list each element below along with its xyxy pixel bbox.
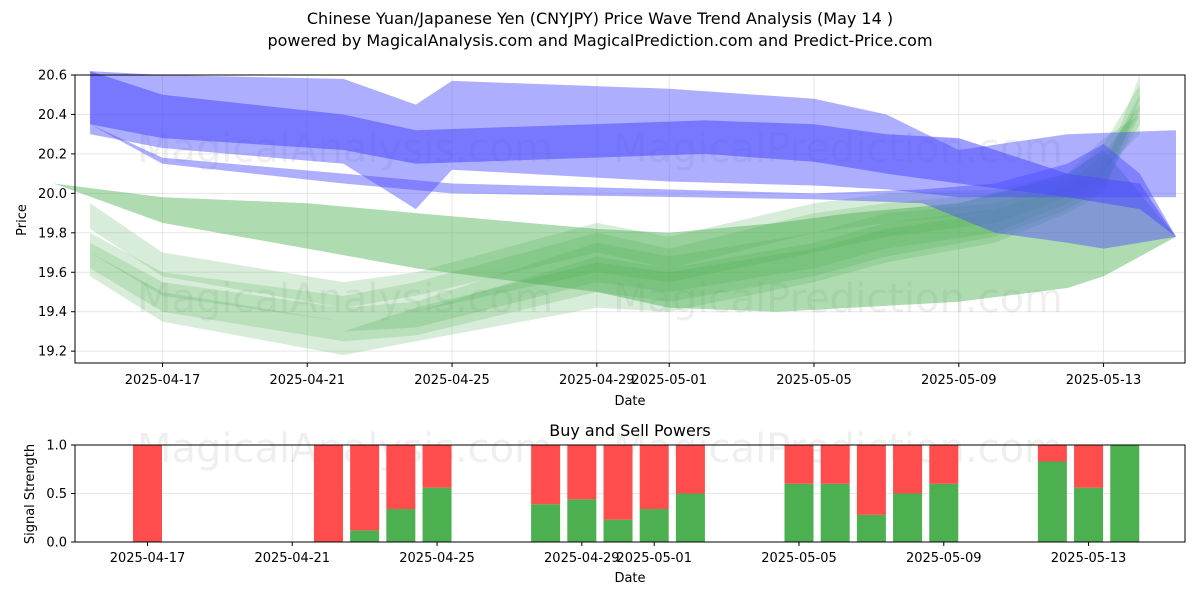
price-x-tick-label: 2025-04-21 (269, 373, 345, 388)
signal-y-tick-label: 1.0 (46, 439, 67, 454)
buy-bar (675, 493, 705, 542)
price-y-tick-label: 20.0 (38, 187, 67, 202)
buy-bar (820, 483, 850, 542)
green-wave-band (90, 75, 1140, 356)
buy-bar (567, 499, 597, 542)
sell-bar (639, 445, 669, 510)
green-wave-band (90, 104, 1140, 332)
price-y-tick-label: 20.6 (38, 69, 67, 84)
price-y-axis-label: Price (15, 204, 30, 236)
watermark-text: MagicalAnalysis.com (137, 276, 553, 322)
sell-bar (531, 445, 561, 505)
sell-bar (1074, 445, 1104, 488)
signal-y-tick-label: 0.0 (46, 536, 67, 551)
signal-x-tick-label: 2025-05-09 (906, 551, 982, 566)
price-x-tick-label: 2025-04-25 (414, 373, 490, 388)
sell-bar (856, 445, 886, 515)
sell-bar (313, 445, 343, 542)
signal-y-tick-label: 0.5 (46, 487, 67, 502)
sell-bar (1037, 445, 1067, 462)
sell-bar (132, 445, 162, 542)
green-wave-band (90, 84, 1140, 322)
buy-bar (422, 487, 452, 542)
signal-plot (132, 445, 1140, 542)
price-x-tick-label: 2025-05-09 (921, 373, 997, 388)
signal-x-tick-label: 2025-05-05 (761, 551, 837, 566)
chart-title: Chinese Yuan/Japanese Yen (CNYJPY) Price… (306, 9, 894, 28)
signal-x-tick-label: 2025-04-29 (544, 551, 620, 566)
sell-bar (820, 445, 850, 484)
price-y-tick-label: 19.6 (38, 266, 67, 281)
price-plot (53, 71, 1177, 356)
buy-bar (1074, 487, 1104, 542)
price-y-tick-label: 20.2 (38, 147, 67, 162)
sell-bar (893, 445, 923, 494)
signal-y-axis-label: Signal Strength (23, 444, 38, 544)
sell-bar (675, 445, 705, 494)
buy-bar (531, 504, 561, 542)
sell-bar (567, 445, 597, 500)
sell-bar (784, 445, 814, 484)
signal-x-tick-label: 2025-05-13 (1051, 551, 1127, 566)
buy-bar (1110, 445, 1140, 542)
price-ticks: 2025-04-17 2025-04-21 2025-04-25 2025-04-29… (38, 69, 1141, 389)
signal-chart-title: Buy and Sell Powers (549, 421, 711, 440)
green-wave-band (53, 150, 1176, 312)
price-x-tick-label: 2025-05-13 (1066, 373, 1142, 388)
sell-bar (350, 445, 380, 531)
sell-bar (422, 445, 452, 488)
buy-bar (639, 509, 669, 542)
buy-bar (856, 514, 886, 542)
buy-bar (386, 509, 416, 542)
signal-x-axis-label: Date (614, 571, 645, 586)
signal-x-tick-label: 2025-05-01 (616, 551, 692, 566)
signal-x-tick-label: 2025-04-17 (110, 551, 186, 566)
signal-x-tick-label: 2025-04-21 (254, 551, 330, 566)
buy-bar (1037, 461, 1067, 542)
price-x-tick-label: 2025-04-29 (559, 373, 635, 388)
sell-bar (929, 445, 959, 484)
signal-ticks: 2025-04-17 2025-04-21 2025-04-25 2025-04-29… (46, 439, 1126, 567)
signal-x-tick-label: 2025-04-25 (399, 551, 475, 566)
buy-bar (893, 493, 923, 542)
buy-bar (929, 483, 959, 542)
price-x-tick-label: 2025-04-17 (125, 373, 201, 388)
chart-subtitle: powered by MagicalAnalysis.com and Magic… (267, 31, 933, 50)
green-wave-band (90, 94, 1140, 342)
price-x-tick-label: 2025-05-01 (631, 373, 707, 388)
watermark-text: MagicalAnalysis.com (137, 426, 553, 472)
buy-bar (350, 530, 380, 542)
price-y-tick-label: 20.4 (38, 108, 67, 123)
price-x-tick-label: 2025-05-05 (776, 373, 852, 388)
buy-bar (603, 519, 633, 542)
watermark-text: MagicalPrediction.com (613, 276, 1063, 322)
price-y-tick-label: 19.4 (38, 305, 67, 320)
blue-wave-band (90, 124, 1177, 249)
buy-bar (784, 483, 814, 542)
sell-bar (603, 445, 633, 520)
sell-bar (386, 445, 416, 510)
price-x-axis-label: Date (614, 394, 645, 409)
price-axes-frame (74, 74, 1186, 364)
green-wave-band (90, 114, 1140, 308)
price-y-tick-label: 19.8 (38, 226, 67, 241)
price-y-tick-label: 19.2 (38, 345, 67, 360)
blue-wave-band (90, 71, 1177, 237)
